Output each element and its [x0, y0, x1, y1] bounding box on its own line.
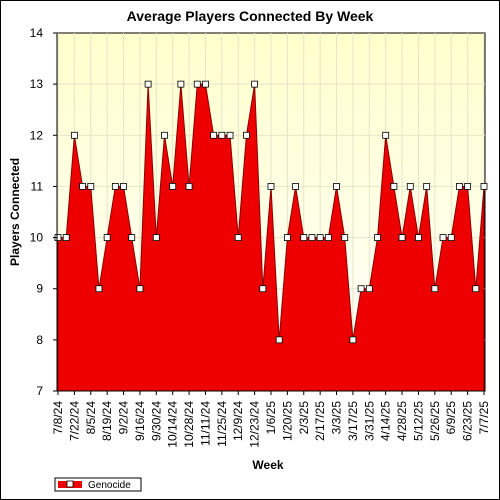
x-tick-label: 2/3/25 [297, 401, 311, 435]
x-tick-label: 5/12/25 [411, 401, 425, 441]
y-tick-label: 10 [30, 231, 44, 245]
data-point [136, 285, 144, 293]
data-point [472, 285, 480, 293]
x-tick-label: 11/11/24 [198, 401, 212, 446]
data-point [308, 234, 316, 241]
series-genocide-area [57, 83, 485, 392]
y-tick-label: 7 [36, 384, 43, 398]
x-tick-label: 5/26/25 [428, 401, 442, 441]
legend-marker [66, 480, 74, 488]
y-tick-label: 12 [30, 128, 44, 142]
data-point [374, 234, 381, 241]
data-point [169, 183, 177, 190]
data-point [87, 183, 95, 190]
x-axis-title: Week [252, 458, 283, 472]
data-point [324, 234, 332, 241]
x-tick-label: 6/9/25 [444, 401, 458, 435]
x-tick-label: 12/9/24 [231, 401, 245, 441]
x-tick-label: 7/8/24 [51, 401, 65, 435]
data-point [161, 131, 168, 139]
x-tick-label: 10/28/24 [182, 401, 196, 448]
data-point [439, 234, 447, 241]
data-point [292, 183, 299, 190]
data-point [382, 131, 390, 139]
x-axis-ticks: 7/8/24 7/22/24 8/5/24 8/19/24 9/2/24 9/16/24 9… [51, 391, 491, 448]
data-point [144, 80, 152, 88]
data-point [243, 131, 250, 139]
legend-label: Genocide [88, 480, 131, 491]
data-point [283, 234, 291, 241]
x-tick-label: 1/20/25 [280, 401, 294, 441]
data-point [103, 234, 111, 241]
data-point [267, 183, 275, 190]
data-point [251, 80, 259, 88]
y-tick-label: 13 [30, 77, 44, 91]
data-point [259, 285, 267, 293]
x-tick-label: 9/16/24 [133, 401, 147, 441]
x-tick-label: 8/5/24 [84, 401, 98, 435]
x-tick-label: 9/2/24 [117, 401, 131, 435]
x-tick-label: 12/23/24 [248, 401, 262, 448]
data-point [202, 80, 209, 88]
y-axis-ticks: 7 8 9 10 11 12 13 14 [30, 26, 57, 398]
x-tick-label: 3/31/25 [362, 401, 376, 441]
data-point [70, 131, 78, 139]
x-tick-label: 7/7/25 [477, 401, 491, 435]
data-point [365, 285, 373, 293]
data-point [464, 183, 472, 190]
y-tick-label: 8 [36, 333, 43, 347]
x-tick-label: 11/25/24 [215, 401, 229, 447]
data-point [349, 336, 357, 344]
x-tick-label: 7/22/24 [67, 401, 81, 441]
x-tick-label: 1/6/25 [264, 401, 278, 435]
data-point [406, 183, 414, 190]
data-point [423, 183, 431, 190]
y-tick-label: 14 [30, 26, 44, 40]
x-tick-label: 2/17/25 [313, 401, 327, 441]
x-tick-label: 10/14/24 [166, 401, 180, 448]
data-point [480, 183, 488, 190]
data-point [415, 234, 422, 241]
data-point [234, 234, 242, 241]
data-point [333, 183, 340, 190]
y-tick-label: 9 [36, 282, 43, 296]
data-point [128, 234, 136, 241]
data-point [210, 131, 218, 139]
data-point [341, 234, 349, 241]
data-point [316, 234, 324, 241]
legend: Genocide [54, 477, 142, 492]
x-tick-label: 4/14/25 [379, 401, 393, 441]
y-tick-label: 11 [31, 179, 44, 193]
data-point [226, 131, 234, 139]
x-tick-label: 3/17/25 [346, 401, 360, 441]
data-point [275, 336, 283, 344]
data-point [431, 285, 439, 293]
x-tick-label: 9/30/24 [149, 401, 163, 441]
data-point [300, 234, 308, 241]
data-point [447, 234, 455, 241]
data-point [185, 183, 193, 190]
x-tick-label: 6/23/25 [461, 401, 475, 441]
data-point [193, 80, 201, 88]
y-axis-title: Players Connected [8, 158, 22, 266]
chart-title: Average Players Connected By Week [127, 8, 374, 24]
data-point [177, 80, 185, 88]
data-point [111, 183, 119, 190]
x-tick-label: 4/28/25 [395, 401, 409, 441]
data-point [152, 234, 160, 241]
data-point [218, 131, 226, 139]
data-point [79, 183, 86, 190]
series-genocide-markers [54, 80, 488, 344]
data-point [62, 234, 70, 241]
data-point [357, 285, 365, 293]
x-tick-label: 3/3/25 [330, 401, 344, 435]
data-point [120, 183, 127, 190]
data-point [95, 285, 103, 293]
data-point [398, 234, 406, 241]
x-tick-label: 8/19/24 [100, 401, 114, 441]
data-point [456, 183, 463, 190]
data-point [390, 183, 398, 190]
